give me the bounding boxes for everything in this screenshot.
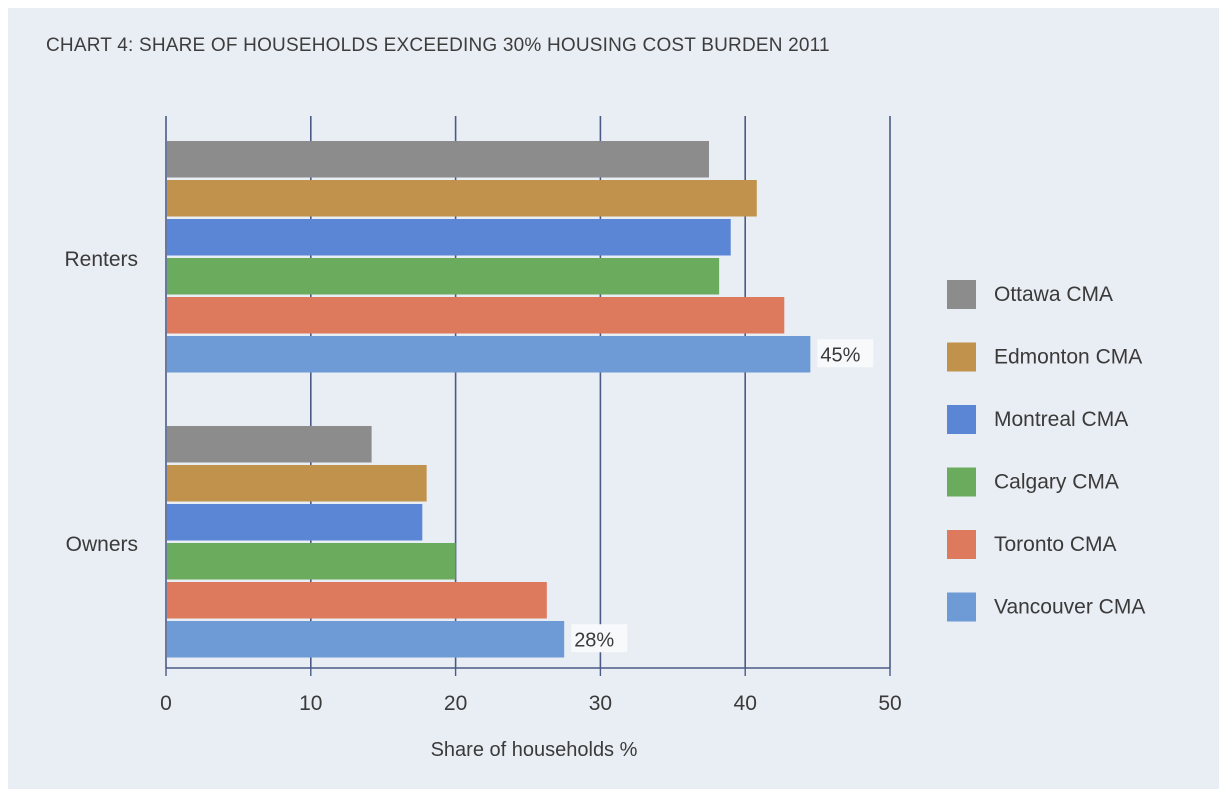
x-tick-label: 40: [734, 692, 757, 715]
legend-label: Calgary CMA: [994, 471, 1119, 494]
data-label-bg: [817, 339, 874, 368]
x-tick-label: 50: [878, 692, 901, 715]
legend-label: Edmonton CMA: [994, 346, 1142, 369]
x-axis-title: Share of households %: [431, 739, 638, 761]
category-label: Renters: [64, 248, 138, 271]
x-tick-label: 10: [299, 692, 322, 715]
bar-owners-calgary: [167, 543, 456, 580]
bar-renters-montreal: [167, 219, 731, 256]
x-tick-label: 0: [160, 692, 172, 715]
legend-label: Montreal CMA: [994, 408, 1128, 431]
chart-panel: CHART 4: SHARE OF HOUSEHOLDS EXCEEDING 3…: [8, 8, 1219, 789]
legend-label: Toronto CMA: [994, 533, 1117, 556]
chart-title: CHART 4: SHARE OF HOUSEHOLDS EXCEEDING 3…: [46, 35, 830, 56]
bar-renters-calgary: [167, 258, 720, 295]
data-label: 45%: [820, 344, 860, 366]
bar-owners-montreal: [167, 504, 423, 541]
legend-swatch: [947, 342, 976, 372]
category-label: Owners: [66, 533, 138, 556]
legend-swatch: [947, 405, 976, 434]
legend-swatch: [947, 530, 976, 559]
bars-layer: [167, 141, 811, 658]
bar-renters-edmonton: [167, 180, 757, 217]
x-tick-label: 30: [589, 692, 612, 715]
legend-label: Ottawa CMA: [994, 283, 1113, 306]
labels-layer: Renters Owners 45% 28%: [64, 248, 874, 653]
chart-svg: CHART 4: SHARE OF HOUSEHOLDS EXCEEDING 3…: [46, 35, 1145, 761]
bar-owners-toronto: [167, 582, 547, 619]
legend-swatch: [947, 280, 976, 309]
legend-swatch: [947, 592, 976, 622]
bar-owners-edmonton: [167, 465, 427, 502]
legend-label: Vancouver CMA: [994, 596, 1145, 619]
legend: Ottawa CMA Edmonton CMA Montreal CMA Calgar…: [947, 280, 1145, 622]
bar-renters-toronto: [167, 297, 785, 334]
bar-renters-ottawa: [167, 141, 709, 178]
data-label-bg: [571, 624, 628, 653]
data-label: 28%: [574, 629, 614, 651]
x-tick-label: 20: [444, 692, 467, 715]
bar-renters-vancouver: [167, 336, 811, 373]
legend-swatch: [947, 467, 976, 497]
axis-layer: 0 10 20 30 40 50: [160, 116, 902, 715]
bar-owners-ottawa: [167, 426, 372, 463]
bar-owners-vancouver: [167, 621, 565, 658]
